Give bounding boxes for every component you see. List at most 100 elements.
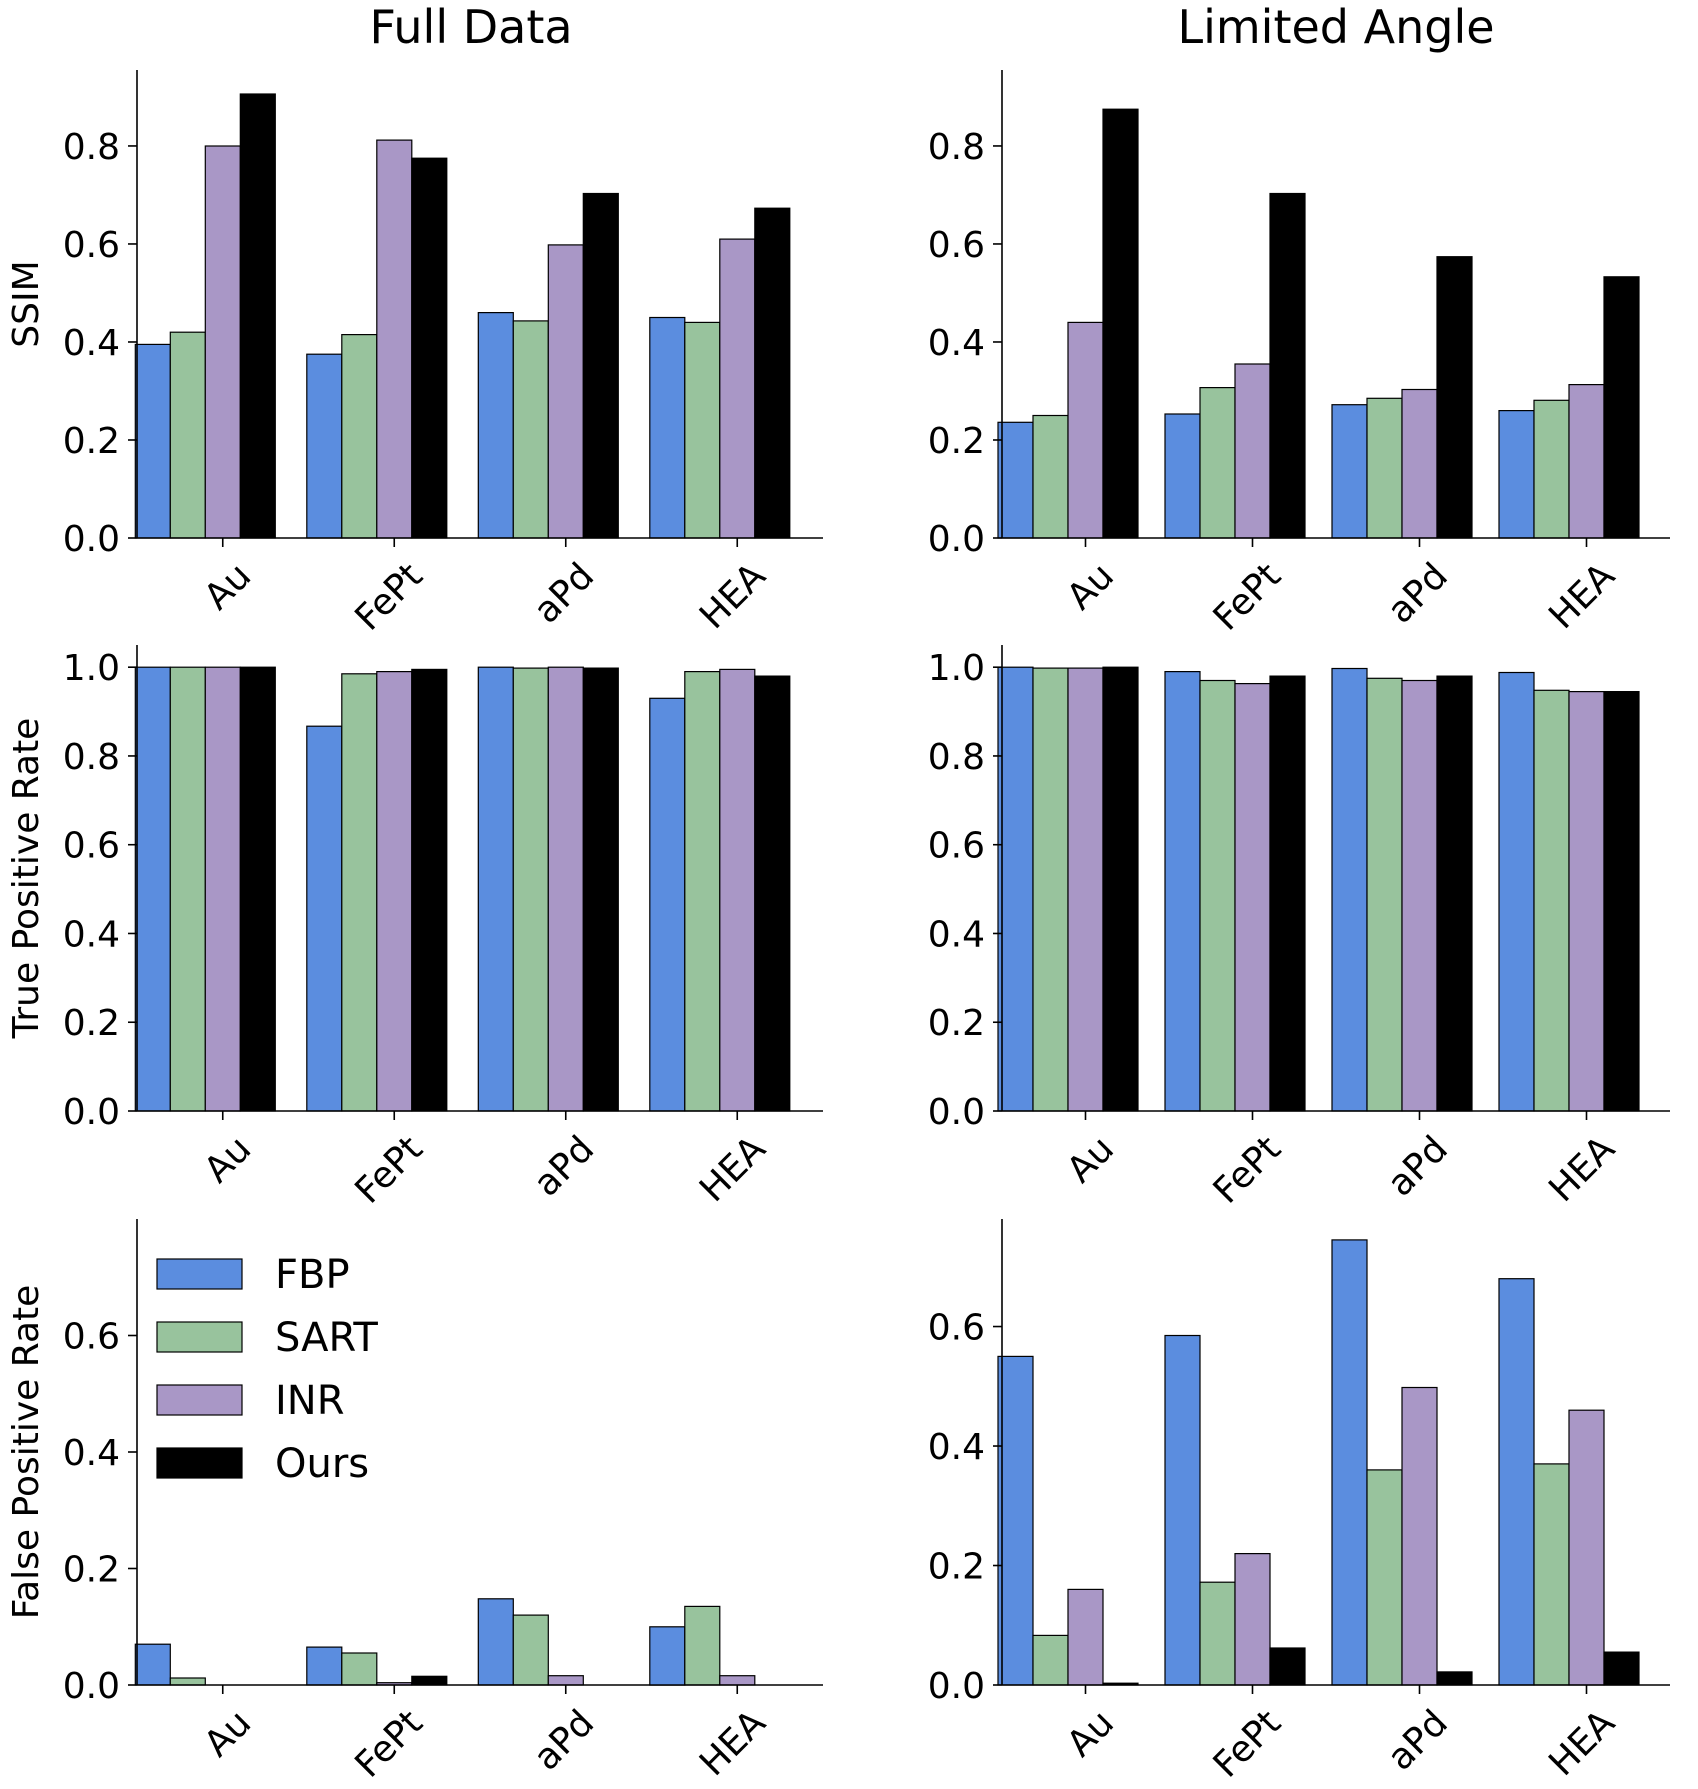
bar-fbp-apd (477, 1598, 514, 1686)
bar-fbp-apd (477, 312, 514, 539)
x-tick-label: FePt (1206, 1128, 1289, 1211)
bar-fbp-apd (477, 666, 514, 1112)
bar-fbp-hea (1498, 671, 1535, 1112)
bar-fbp-apd (1331, 404, 1368, 539)
bar-sart-apd (512, 1614, 549, 1686)
bar-inr-apd (1401, 1386, 1438, 1686)
x-tick-label: HEA (692, 1702, 774, 1784)
bar-inr-apd (1401, 388, 1438, 539)
bar-sart-apd (1366, 1469, 1403, 1686)
bar-inr-au (1067, 1588, 1104, 1686)
x-tick-label: Au (1059, 1702, 1122, 1765)
bar-inr-fept (376, 670, 413, 1112)
panel-r1-c1: 0.0 0.2 0.4 0.6 0.8 1.0 Au FePt aPd HEA (928, 645, 1670, 1212)
bar-sart-au (1032, 667, 1069, 1112)
bar-sart-hea (1533, 1463, 1570, 1686)
bar-ours-fept (411, 1675, 448, 1686)
bar-fbp-au (134, 1643, 171, 1686)
x-tick-label: aPd (526, 1128, 602, 1204)
bar-inr-apd (547, 244, 584, 539)
column-title-limited-angle: Limited Angle (1177, 0, 1494, 54)
panel-r2-c0: 0.0 0.2 0.4 0.6 Au FePt aPd HEA False Positive R… (6, 1219, 823, 1786)
legend-label-sart: SART (275, 1315, 378, 1361)
legend-swatch-sart (156, 1321, 243, 1353)
bar-ours-hea (1603, 1651, 1640, 1686)
x-tick-label: HEA (1541, 1702, 1623, 1784)
x-tick-label: Au (197, 1702, 260, 1765)
bar-sart-fept (1199, 1581, 1236, 1686)
bar-ours-apd (582, 192, 619, 539)
y-axis-label: SSIM (6, 260, 47, 347)
bar-fbp-hea (1498, 410, 1535, 539)
bar-ours-apd (1436, 1671, 1473, 1686)
x-tick-label: aPd (1380, 555, 1456, 631)
y-tick-label: 0.6 (928, 826, 985, 867)
bar-sart-au (1032, 1634, 1069, 1686)
y-tick-label: 0.6 (928, 1308, 985, 1349)
x-tick-label: FePt (347, 1702, 430, 1785)
y-tick-label: 0.8 (928, 737, 985, 778)
x-tick-label: aPd (1380, 1128, 1456, 1204)
bar-sart-apd (1366, 397, 1403, 539)
x-tick-label: HEA (1541, 555, 1623, 637)
y-tick-label: 0.0 (63, 1666, 120, 1707)
bar-inr-au (204, 145, 241, 539)
y-tick-label: 0.2 (928, 1003, 985, 1044)
bar-ours-au (1102, 666, 1139, 1112)
bar-inr-fept (1234, 363, 1271, 539)
bar-inr-au (1067, 667, 1104, 1112)
bar-ours-fept (1269, 192, 1306, 539)
x-tick-label: HEA (692, 1128, 774, 1210)
bar-ours-fept (411, 668, 448, 1112)
bar-fbp-hea (1498, 1278, 1535, 1686)
bar-fbp-fept (306, 1646, 343, 1686)
bar-sart-hea (1533, 689, 1570, 1112)
y-tick-label: 1.0 (63, 648, 120, 689)
bar-ours-apd (1436, 256, 1473, 539)
bar-inr-hea (719, 668, 756, 1112)
bar-inr-hea (1568, 1409, 1605, 1686)
y-tick-label: 0.4 (928, 914, 985, 955)
y-tick-label: 0.2 (928, 421, 985, 462)
x-tick-label: aPd (1380, 1702, 1456, 1778)
x-tick-label: aPd (526, 1702, 602, 1778)
y-tick-label: 0.6 (63, 826, 120, 867)
panel-r1-c0: 0.0 0.2 0.4 0.6 0.8 1.0 Au FePt aPd HEA True Posit… (6, 645, 823, 1212)
y-tick-label: 0.4 (63, 323, 120, 364)
bar-fbp-apd (1331, 1239, 1368, 1686)
bar-ours-hea (1603, 276, 1640, 539)
y-tick-label: 0.6 (63, 1317, 120, 1358)
bar-sart-au (169, 666, 206, 1112)
legend-swatch-inr (156, 1384, 243, 1416)
bar-ours-fept (1269, 1647, 1306, 1686)
legend-swatch-ours (156, 1447, 243, 1479)
legend-label-inr: INR (275, 1378, 345, 1424)
y-tick-label: 0.8 (63, 127, 120, 168)
x-tick-label: Au (1059, 1128, 1122, 1191)
y-tick-label: 0.0 (63, 519, 120, 560)
bar-fbp-hea (649, 1626, 686, 1686)
x-tick-label: Au (197, 555, 260, 618)
panel-r2-c1: 0.0 0.2 0.4 0.6 Au FePt aPd HEA (928, 1219, 1670, 1786)
y-tick-label: 1.0 (928, 648, 985, 689)
bar-fbp-au (997, 421, 1034, 539)
bar-fbp-apd (1331, 667, 1368, 1112)
y-tick-label: 0.2 (63, 421, 120, 462)
bar-ours-hea (1603, 690, 1640, 1112)
bar-inr-apd (547, 1675, 584, 1686)
panel-r0-c1: 0.0 0.2 0.4 0.6 0.8 Au FePt aPd HEA (928, 70, 1670, 639)
x-tick-label: HEA (692, 555, 774, 637)
column-title-full-data: Full Data (369, 0, 572, 54)
legend: FBP SART INR Ours (156, 1252, 378, 1487)
bar-fbp-fept (1164, 1334, 1201, 1686)
y-tick-label: 0.0 (928, 1666, 985, 1707)
bar-sart-apd (512, 320, 549, 539)
y-tick-label: 0.0 (63, 1092, 120, 1133)
bar-fbp-au (134, 343, 171, 539)
bar-inr-fept (1234, 1552, 1271, 1686)
bar-inr-hea (719, 238, 756, 539)
bar-sart-fept (341, 334, 378, 539)
y-tick-label: 0.2 (928, 1547, 985, 1588)
bar-inr-apd (547, 666, 584, 1112)
